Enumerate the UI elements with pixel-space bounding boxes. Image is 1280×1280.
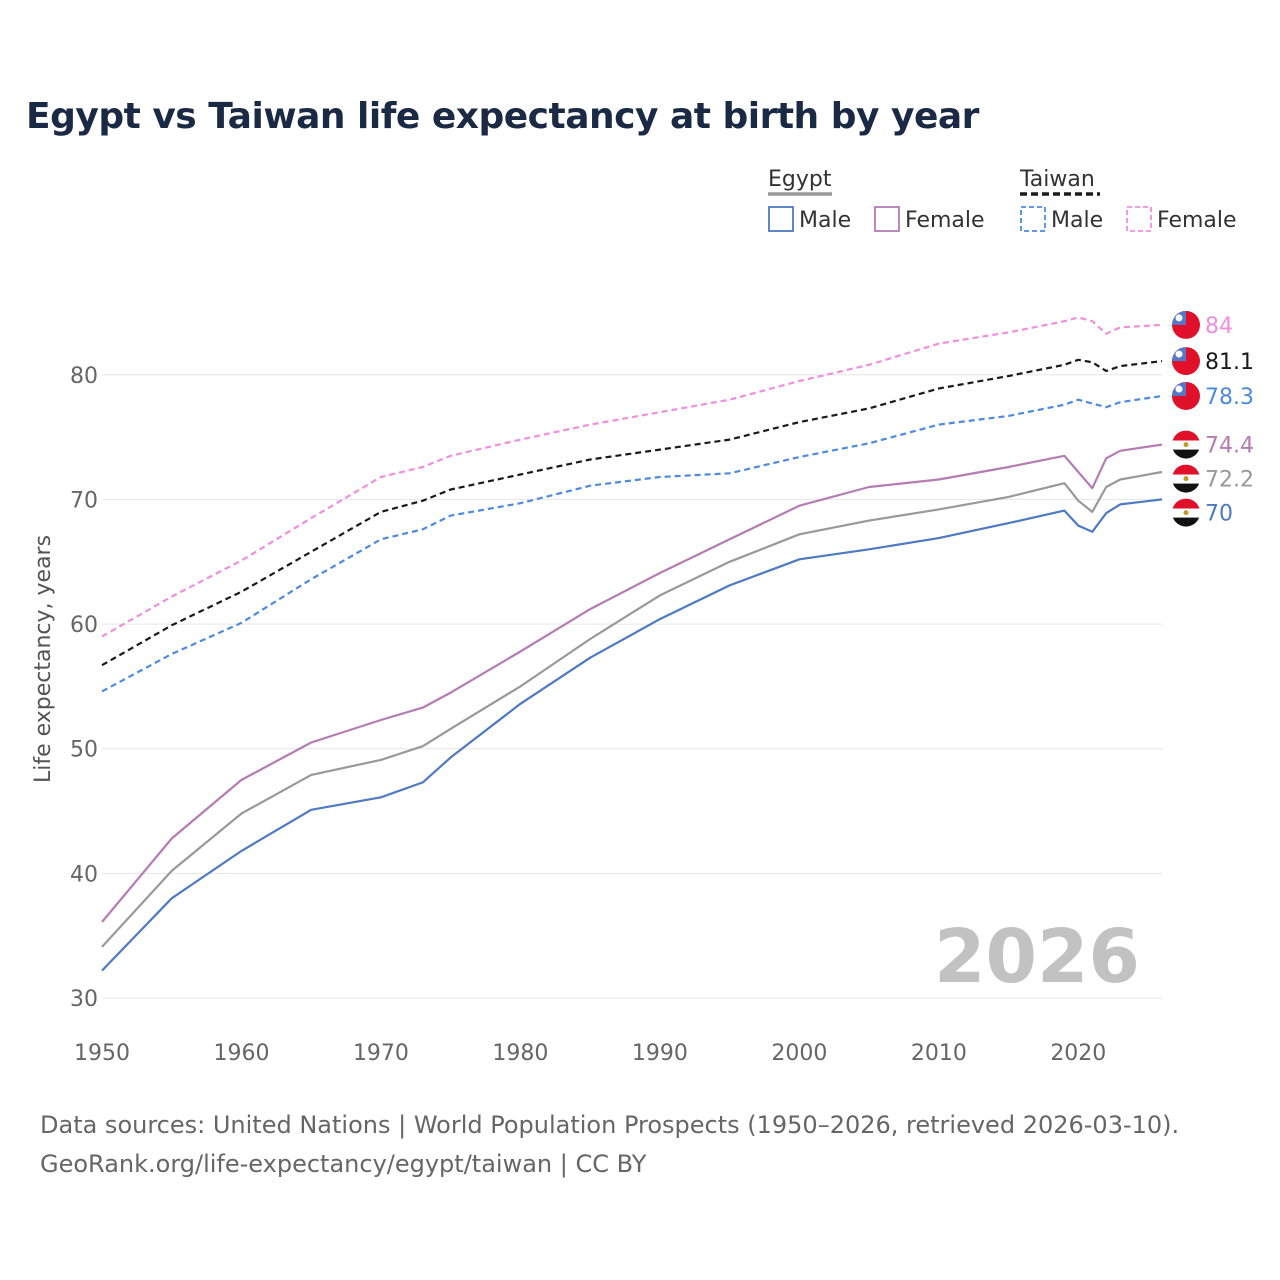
y-tick-label: 50 [70, 738, 98, 763]
y-tick-label: 40 [70, 862, 98, 887]
end-value-label: 72.2 [1205, 468, 1254, 493]
legend-item-label: Female [905, 208, 985, 233]
attribution-link[interactable]: GeoRank.org/life-expectancy/egypt/taiwan… [40, 1150, 647, 1178]
chart-title: Egypt vs Taiwan life expectancy at birth… [26, 96, 979, 137]
flag-icon-egypt [1172, 498, 1200, 527]
legend-swatch-egypt-female [874, 206, 900, 232]
flag-icon-taiwan [1172, 347, 1200, 376]
flag-icon-egypt [1172, 430, 1200, 459]
series-line-taiwan-male [101, 394, 1163, 693]
y-tick-label: 80 [70, 364, 98, 389]
series-line-egypt-total [101, 470, 1163, 948]
series-line-egypt-female [101, 443, 1163, 923]
legend-swatch-taiwan-female [1126, 206, 1152, 232]
flag-icon-taiwan [1172, 310, 1200, 339]
x-tick-label: 2020 [1050, 1041, 1106, 1066]
end-value-label: 74.4 [1205, 434, 1254, 459]
y-tick-label: 60 [70, 613, 98, 638]
legend-item-label: Male [799, 208, 851, 233]
legend-item-label: Female [1157, 208, 1237, 233]
legend-group-taiwan: Taiwan [1019, 167, 1095, 192]
series-line-egypt-male [101, 498, 1163, 972]
legend-group-egypt: Egypt [768, 167, 832, 192]
y-tick-label: 70 [70, 488, 98, 513]
legend-swatch-egypt-male [768, 206, 794, 232]
year-watermark: 2026 [934, 914, 1140, 1000]
end-value-label: 70 [1205, 502, 1233, 527]
y-axis-label: Life expectancy, years [31, 535, 56, 783]
life-expectancy-chart: 30 40 50 60 70 80 1950 1960 1970 1980 1990 2000 2010… [31, 167, 1254, 1066]
footer: Data sources: United Nations | World Pop… [40, 1106, 1179, 1184]
x-tick-label: 2010 [911, 1041, 967, 1066]
end-value-label: 84 [1205, 314, 1233, 339]
y-tick-label: 30 [70, 987, 98, 1012]
flag-icon-egypt [1172, 464, 1200, 493]
x-tick-label: 1950 [74, 1041, 130, 1066]
end-value-label: 78.3 [1205, 385, 1254, 410]
flag-icon-taiwan [1172, 381, 1200, 410]
x-tick-label: 1960 [213, 1041, 269, 1066]
x-tick-label: 1990 [632, 1041, 688, 1066]
data-source-text: Data sources: United Nations | World Pop… [40, 1111, 1180, 1139]
x-tick-label: 1970 [353, 1041, 409, 1066]
end-value-label: 81.1 [1205, 350, 1254, 375]
x-tick-label: 2000 [771, 1041, 827, 1066]
series-line-taiwan-total [101, 358, 1163, 667]
legend-item-label: Male [1051, 208, 1103, 233]
x-tick-label: 1980 [492, 1041, 548, 1066]
legend-swatch-taiwan-male [1020, 206, 1046, 232]
